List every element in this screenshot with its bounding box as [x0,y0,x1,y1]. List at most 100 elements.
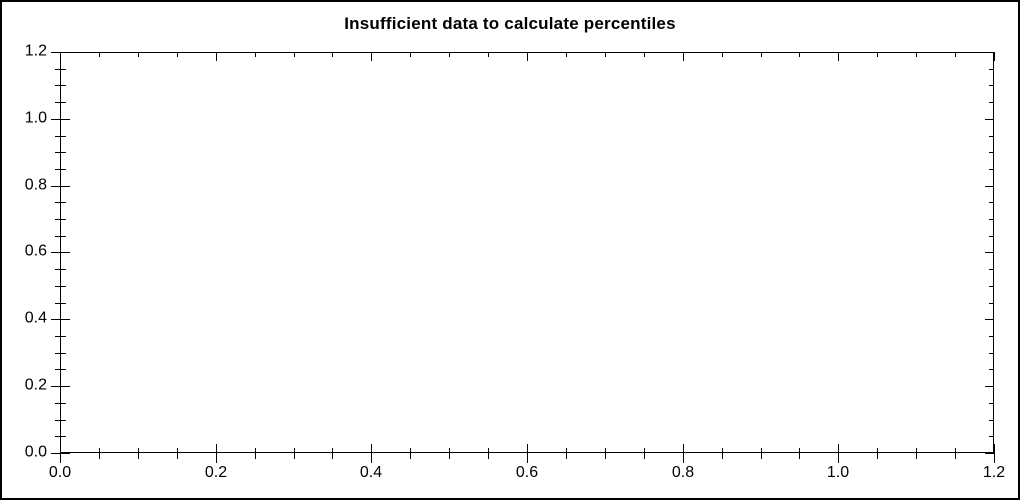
x-axis-minor-tick [955,448,956,459]
x-axis-top-minor-tick [605,52,606,57]
y-axis-minor-tick [55,420,66,421]
y-axis-tick-label: 0.6 [24,242,47,260]
y-axis-minor-tick [55,353,66,354]
y-axis-minor-tick [55,236,66,237]
y-axis-minor-tick [55,102,66,103]
x-axis-minor-tick [605,448,606,459]
y-axis-tick-label: 0.8 [24,176,47,194]
y-axis-right-major-tick [985,319,994,320]
x-axis-tick-label: 0.6 [515,464,539,481]
x-axis-minor-tick [410,448,411,459]
x-axis-major-tick [838,444,839,463]
y-axis-minor-tick [55,69,66,70]
x-axis-top-minor-tick [916,52,917,57]
y-axis-tick-label: 1.0 [24,109,47,127]
x-axis-tick-label: 1.2 [982,464,1006,481]
x-axis-minor-tick [177,448,178,459]
y-axis-right-major-tick [985,52,994,53]
y-axis-minor-tick [55,152,66,153]
x-axis-top-minor-tick [410,52,411,57]
y-axis-major-tick [51,319,70,320]
x-axis-tick-label: 0.0 [48,464,72,481]
x-axis-major-tick [216,444,217,463]
chart-title: Insufficient data to calculate percentil… [344,14,676,33]
x-axis-minor-tick [566,448,567,459]
y-axis-right-minor-tick [989,152,994,153]
x-axis-minor-tick [449,448,450,459]
y-axis-minor-tick [55,403,66,404]
x-axis-top-minor-tick [955,52,956,57]
y-axis-major-tick [51,119,70,120]
y-axis-minor-tick [55,136,66,137]
x-axis-top-minor-tick [488,52,489,57]
y-axis-minor-tick [55,303,66,304]
y-axis-right-minor-tick [989,85,994,86]
y-axis-right-major-tick [985,453,994,454]
x-axis-top-minor-tick [294,52,295,57]
x-axis-major-tick [527,444,528,463]
y-axis-tick-label: 0.4 [24,309,47,327]
y-axis-minor-tick [55,369,66,370]
x-axis-top-minor-tick [255,52,256,57]
y-axis-right-minor-tick [989,403,994,404]
x-axis-top-minor-tick [332,52,333,57]
y-axis-right-minor-tick [989,136,994,137]
y-axis-minor-tick [55,169,66,170]
y-axis-major-tick [51,453,70,454]
x-axis-top-major-tick [371,52,372,61]
y-axis-right-minor-tick [989,353,994,354]
x-axis-minor-tick [799,448,800,459]
x-axis-top-minor-tick [877,52,878,57]
y-axis-minor-tick [55,436,66,437]
y-axis-right-minor-tick [989,286,994,287]
x-axis-top-major-tick [683,52,684,61]
y-axis-major-tick [51,52,70,53]
x-axis-minor-tick [761,448,762,459]
x-axis-tick-label: 1.0 [826,464,850,481]
y-axis-right-minor-tick [989,303,994,304]
y-axis-tick-label: 1.2 [24,42,47,60]
x-axis-top-minor-tick [761,52,762,57]
y-axis-minor-tick [55,202,66,203]
y-axis-right-major-tick [985,186,994,187]
y-axis-right-major-tick [985,386,994,387]
x-axis-top-major-tick [838,52,839,61]
x-axis-top-major-tick [527,52,528,61]
x-axis-tick-label: 0.4 [359,464,383,481]
x-axis-minor-tick [332,448,333,459]
x-axis-top-minor-tick [644,52,645,57]
x-axis-top-minor-tick [449,52,450,57]
y-axis-minor-tick [55,269,66,270]
y-axis-minor-tick [55,286,66,287]
x-axis-minor-tick [99,448,100,459]
x-axis-minor-tick [255,448,256,459]
x-axis-top-major-tick [216,52,217,61]
x-axis-major-tick [683,444,684,463]
y-axis-tick-label: 0.0 [24,443,47,461]
y-axis-right-major-tick [985,252,994,253]
x-axis-top-minor-tick [99,52,100,57]
y-axis-major-tick [51,252,70,253]
x-axis-major-tick [994,444,995,463]
y-axis-right-minor-tick [989,219,994,220]
y-axis-right-minor-tick [989,369,994,370]
x-axis-minor-tick [877,448,878,459]
x-axis-minor-tick [644,448,645,459]
y-axis-right-minor-tick [989,436,994,437]
plot-area [60,52,994,453]
y-axis-major-tick [51,386,70,387]
x-axis-top-major-tick [994,52,995,61]
x-axis-minor-tick [916,448,917,459]
x-axis-tick-label: 0.2 [204,464,228,481]
x-axis-minor-tick [722,448,723,459]
y-axis-right-minor-tick [989,336,994,337]
x-axis-top-minor-tick [177,52,178,57]
x-axis-major-tick [371,444,372,463]
x-axis-top-major-tick [60,52,61,61]
x-axis-top-minor-tick [138,52,139,57]
x-axis-top-minor-tick [566,52,567,57]
y-axis-right-minor-tick [989,420,994,421]
x-axis-minor-tick [138,448,139,459]
x-axis-minor-tick [294,448,295,459]
